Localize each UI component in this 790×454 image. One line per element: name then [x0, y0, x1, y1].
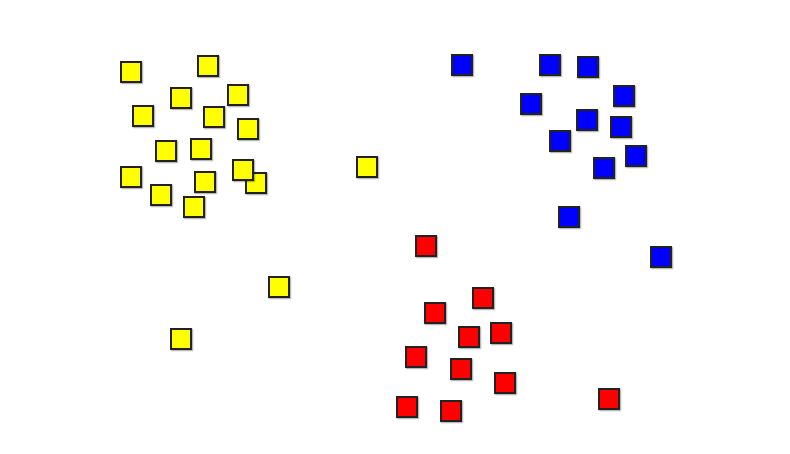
- red-square: [490, 322, 512, 344]
- blue-square: [593, 157, 615, 179]
- blue-square: [576, 109, 598, 131]
- yellow-square: [150, 184, 172, 206]
- blue-square: [549, 130, 571, 152]
- blue-square: [451, 54, 473, 76]
- yellow-square: [120, 61, 142, 83]
- red-square: [450, 358, 472, 380]
- yellow-square: [197, 55, 219, 77]
- blue-square: [650, 246, 672, 268]
- yellow-square: [203, 106, 225, 128]
- red-square: [598, 388, 620, 410]
- yellow-square: [232, 159, 254, 181]
- blue-square: [520, 93, 542, 115]
- red-square: [472, 287, 494, 309]
- red-square: [440, 400, 462, 422]
- yellow-square: [183, 196, 205, 218]
- blue-square: [577, 56, 599, 78]
- yellow-square: [170, 87, 192, 109]
- red-square: [424, 302, 446, 324]
- red-square: [458, 326, 480, 348]
- yellow-square: [356, 156, 378, 178]
- blue-square: [539, 54, 561, 76]
- red-square: [396, 396, 418, 418]
- yellow-square: [132, 105, 154, 127]
- blue-square: [610, 116, 632, 138]
- yellow-square: [194, 171, 216, 193]
- red-square: [415, 235, 437, 257]
- yellow-square: [120, 166, 142, 188]
- yellow-square: [190, 138, 212, 160]
- yellow-square: [268, 276, 290, 298]
- red-square: [405, 346, 427, 368]
- blue-square: [558, 206, 580, 228]
- yellow-square: [155, 140, 177, 162]
- blue-square: [613, 85, 635, 107]
- blue-square: [625, 145, 647, 167]
- yellow-square: [227, 84, 249, 106]
- yellow-square: [237, 118, 259, 140]
- yellow-square: [170, 328, 192, 350]
- red-square: [494, 372, 516, 394]
